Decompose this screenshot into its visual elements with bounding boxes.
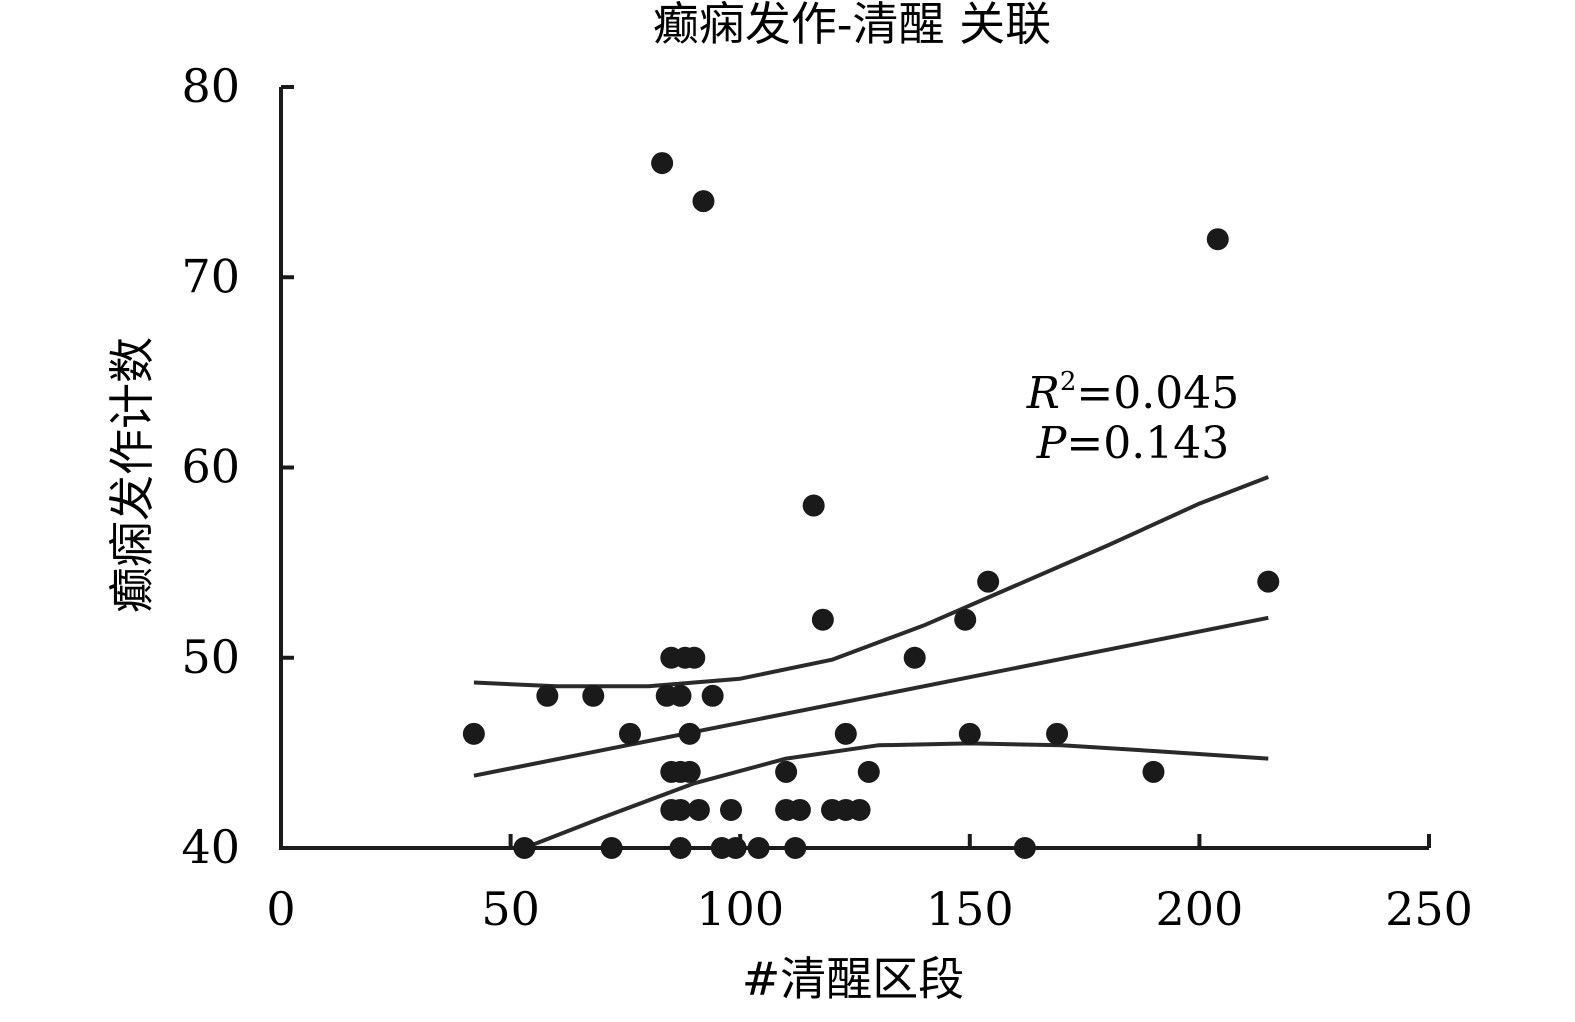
data-point: [848, 798, 871, 821]
x-tick-label: 200: [1155, 882, 1243, 936]
data-point: [683, 646, 706, 669]
data-point: [857, 760, 880, 783]
data-point: [811, 608, 834, 631]
p-symbol: P: [1036, 418, 1068, 469]
y-ticks: 40 50 60 70 80: [181, 59, 294, 874]
x-axis-label: #清醒区段: [742, 952, 965, 1006]
data-point: [582, 684, 605, 707]
r-squared-value: =0.045: [1076, 368, 1239, 419]
data-point: [1013, 837, 1036, 859]
x-tick-label: 150: [926, 882, 1014, 936]
data-point: [1206, 228, 1229, 251]
regression-fit: [473, 615, 1269, 778]
p-value-annotation: P=0.143: [1036, 418, 1229, 469]
data-point: [513, 837, 536, 859]
data-point: [788, 798, 811, 821]
data-point: [618, 722, 641, 745]
data-point: [669, 798, 692, 821]
data-point: [903, 646, 926, 669]
data-point: [977, 570, 1000, 593]
confidence-band: [473, 475, 1270, 850]
data-point: [724, 837, 747, 859]
data-point: [669, 684, 692, 707]
x-tick-label: 100: [696, 882, 784, 936]
r-squared-annotation: R2=0.045: [1026, 367, 1240, 419]
ci-upper-line: [473, 475, 1270, 689]
data-point: [669, 837, 692, 859]
data-point: [784, 837, 807, 859]
data-point: [462, 722, 485, 745]
data-point: [600, 837, 623, 859]
data-point: [536, 684, 559, 707]
data-point: [775, 760, 798, 783]
data-point: [678, 760, 701, 783]
r-superscript: 2: [1060, 367, 1077, 397]
x-tick-label: 0: [266, 882, 295, 936]
ci-lower-line: [523, 741, 1269, 850]
data-point: [687, 798, 710, 821]
x-tick-label: 50: [481, 882, 540, 936]
data-point: [701, 684, 724, 707]
fit-line: [473, 615, 1269, 778]
y-axis-label: 癫痫发作计数: [105, 337, 159, 613]
data-point: [958, 722, 981, 745]
data-point: [692, 190, 715, 213]
data-point: [747, 837, 770, 859]
y-tick-label: 40: [181, 820, 240, 874]
data-point: [651, 152, 674, 175]
p-value: =0.143: [1066, 418, 1229, 469]
data-point: [720, 798, 743, 821]
x-tick-label: 250: [1385, 882, 1473, 936]
r-symbol: R: [1026, 368, 1060, 419]
chart-title: 癫痫发作-清醒 关联: [653, 0, 1051, 51]
y-tick-label: 60: [181, 440, 240, 494]
data-point: [802, 494, 825, 517]
data-point: [1257, 570, 1280, 593]
data-point: [1046, 722, 1069, 745]
data-points: [462, 152, 1280, 859]
x-ticks: 0 50 100 150 200 250: [266, 834, 1473, 936]
data-point: [834, 722, 857, 745]
data-point: [954, 608, 977, 631]
y-tick-label: 50: [181, 630, 240, 684]
y-tick-label: 80: [181, 59, 240, 113]
data-point: [1142, 760, 1165, 783]
y-tick-label: 70: [181, 249, 240, 303]
data-point: [678, 722, 701, 745]
